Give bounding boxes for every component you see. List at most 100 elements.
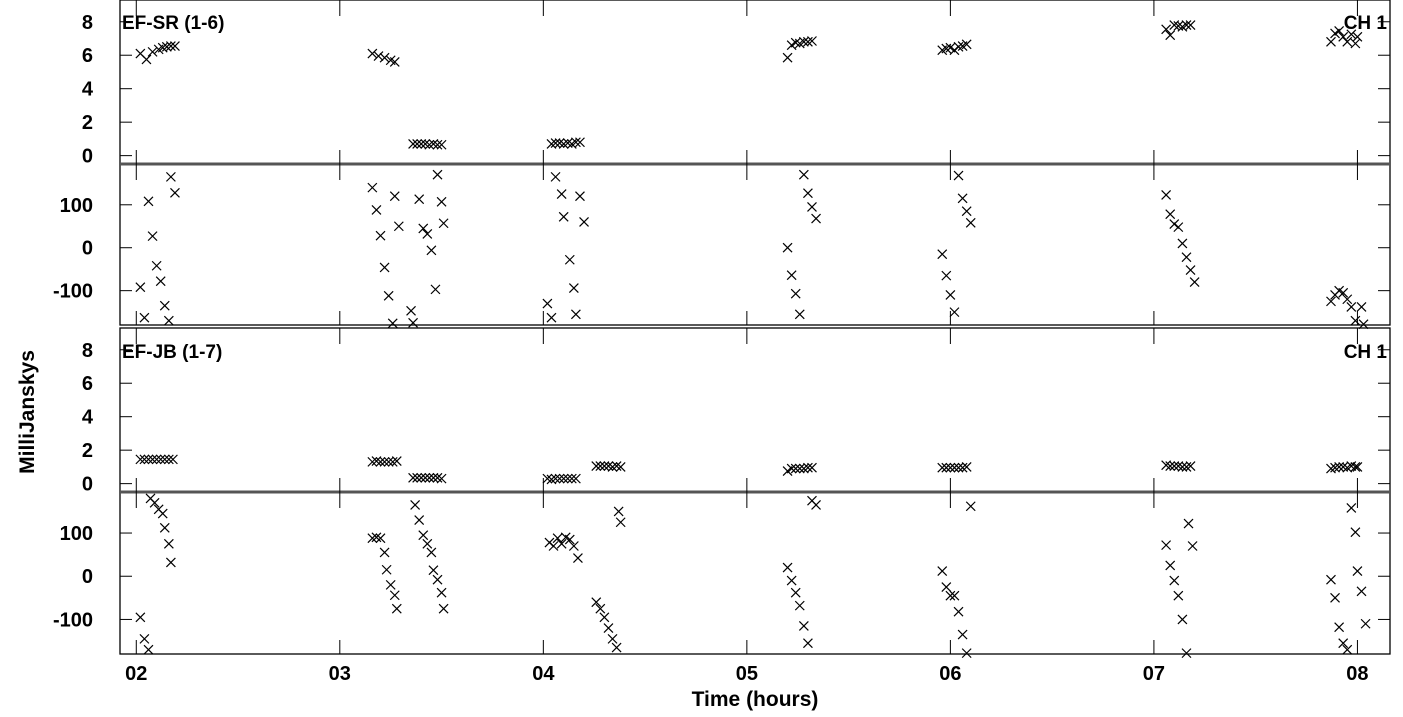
phase-point <box>548 541 559 551</box>
phase-point <box>1352 566 1363 576</box>
phase-point <box>1181 648 1192 659</box>
amplitude-point <box>941 462 952 473</box>
amplitude-point <box>1330 462 1340 473</box>
amplitude-tick-label: 4 <box>82 407 94 429</box>
amplitude-point <box>957 462 968 473</box>
channel-label: CH 1 <box>1344 342 1388 363</box>
phase-point <box>1342 294 1353 305</box>
amplitude-tick-label: 8 <box>82 12 93 34</box>
phase-point <box>1350 527 1361 538</box>
amplitude-point <box>790 37 801 48</box>
amplitude-point <box>1338 461 1349 472</box>
phase-point <box>381 564 392 575</box>
amplitude-point <box>937 462 948 473</box>
amplitude-y-axis-ef-jb: 8 6 4 2 0 <box>82 340 1390 496</box>
amplitude-point <box>432 139 443 150</box>
amplitude-point <box>1185 20 1196 31</box>
phase-point <box>556 189 567 199</box>
amplitude-point <box>1181 20 1192 31</box>
phase-point <box>961 648 972 659</box>
phase-point <box>953 606 964 617</box>
amplitude-point <box>1334 461 1345 472</box>
amplitude-point <box>161 41 172 52</box>
amplitude-point <box>550 138 561 149</box>
x-tick-label: 05 <box>736 663 758 685</box>
amplitude-point <box>1161 24 1172 35</box>
phase-point <box>613 506 624 517</box>
amplitude-point <box>1352 461 1363 472</box>
phase-point <box>1334 622 1345 633</box>
phase-point <box>1185 265 1196 275</box>
phase-point <box>414 194 425 205</box>
amplitude-point <box>391 456 402 466</box>
phase-point <box>575 191 585 202</box>
phase-point <box>782 242 793 253</box>
phase-point <box>379 262 390 273</box>
y-axis-title: MilliJanskys <box>16 350 39 474</box>
phase-point <box>1173 222 1184 233</box>
phase-point <box>1346 302 1357 312</box>
x-tick-label: 03 <box>329 663 351 685</box>
amplitude-point <box>566 473 577 484</box>
phase-point <box>579 217 589 227</box>
phase-point <box>387 318 398 329</box>
phase-point <box>542 298 553 309</box>
phase-point <box>1356 302 1367 312</box>
amplitude-point <box>554 138 565 149</box>
amplitude-point <box>562 473 573 484</box>
phase-point <box>573 553 583 564</box>
phase-point <box>552 533 563 544</box>
phase-point <box>379 547 390 558</box>
amplitude-point <box>1177 461 1188 472</box>
phase-point <box>410 500 421 510</box>
amplitude-point <box>550 473 561 484</box>
phase-point <box>941 582 952 592</box>
amplitude-point <box>157 42 168 53</box>
amplitude-point <box>1181 461 1192 472</box>
phase-point <box>798 620 809 631</box>
amplitude-point <box>945 462 956 473</box>
amplitude-point <box>155 454 166 465</box>
x-ticks-ef-sr <box>135 0 1358 325</box>
phase-tick-label: 100 <box>60 195 93 217</box>
amplitude-points-ef-sr <box>135 20 1363 150</box>
amplitude-point <box>558 473 569 484</box>
amplitude-tick-label: 8 <box>82 340 93 362</box>
phase-point <box>1177 238 1188 249</box>
x-ticks-ef-jb <box>135 328 1358 654</box>
amplitude-point <box>432 472 443 483</box>
phase-point <box>151 260 162 271</box>
amplitude-point <box>375 456 386 467</box>
amplitude-point <box>798 36 809 47</box>
phase-point <box>570 309 581 320</box>
amplitude-point <box>389 56 400 67</box>
amplitude-point <box>1185 461 1196 471</box>
amplitude-point <box>562 138 573 149</box>
phase-point <box>165 557 176 568</box>
channel-label: CH 1 <box>1344 13 1388 34</box>
phase-point <box>1330 592 1340 603</box>
amplitude-point <box>1338 31 1349 42</box>
phase-point <box>564 534 575 545</box>
amplitude-point <box>1165 461 1176 471</box>
phase-point <box>1346 503 1357 513</box>
amplitude-point <box>554 473 565 484</box>
phase-point <box>794 309 805 320</box>
amplitude-point <box>570 473 581 484</box>
phase-tick-label: -100 <box>53 281 93 303</box>
phase-point <box>432 169 443 180</box>
amplitude-point <box>167 454 178 465</box>
phase-point <box>782 562 793 573</box>
amplitude-point <box>961 461 972 472</box>
amplitude-point <box>782 52 793 63</box>
phase-y-axis-ef-jb: 100 0 -100 <box>53 523 1390 631</box>
phase-point <box>937 566 948 576</box>
amplitude-point <box>412 138 423 149</box>
amplitude-tick-label: 2 <box>82 440 93 462</box>
amplitude-point <box>371 456 382 466</box>
amplitude-point <box>428 472 439 483</box>
phase-point <box>786 270 797 281</box>
amplitude-point <box>412 472 423 483</box>
phase-point <box>1338 638 1349 649</box>
phase-point <box>428 565 439 576</box>
